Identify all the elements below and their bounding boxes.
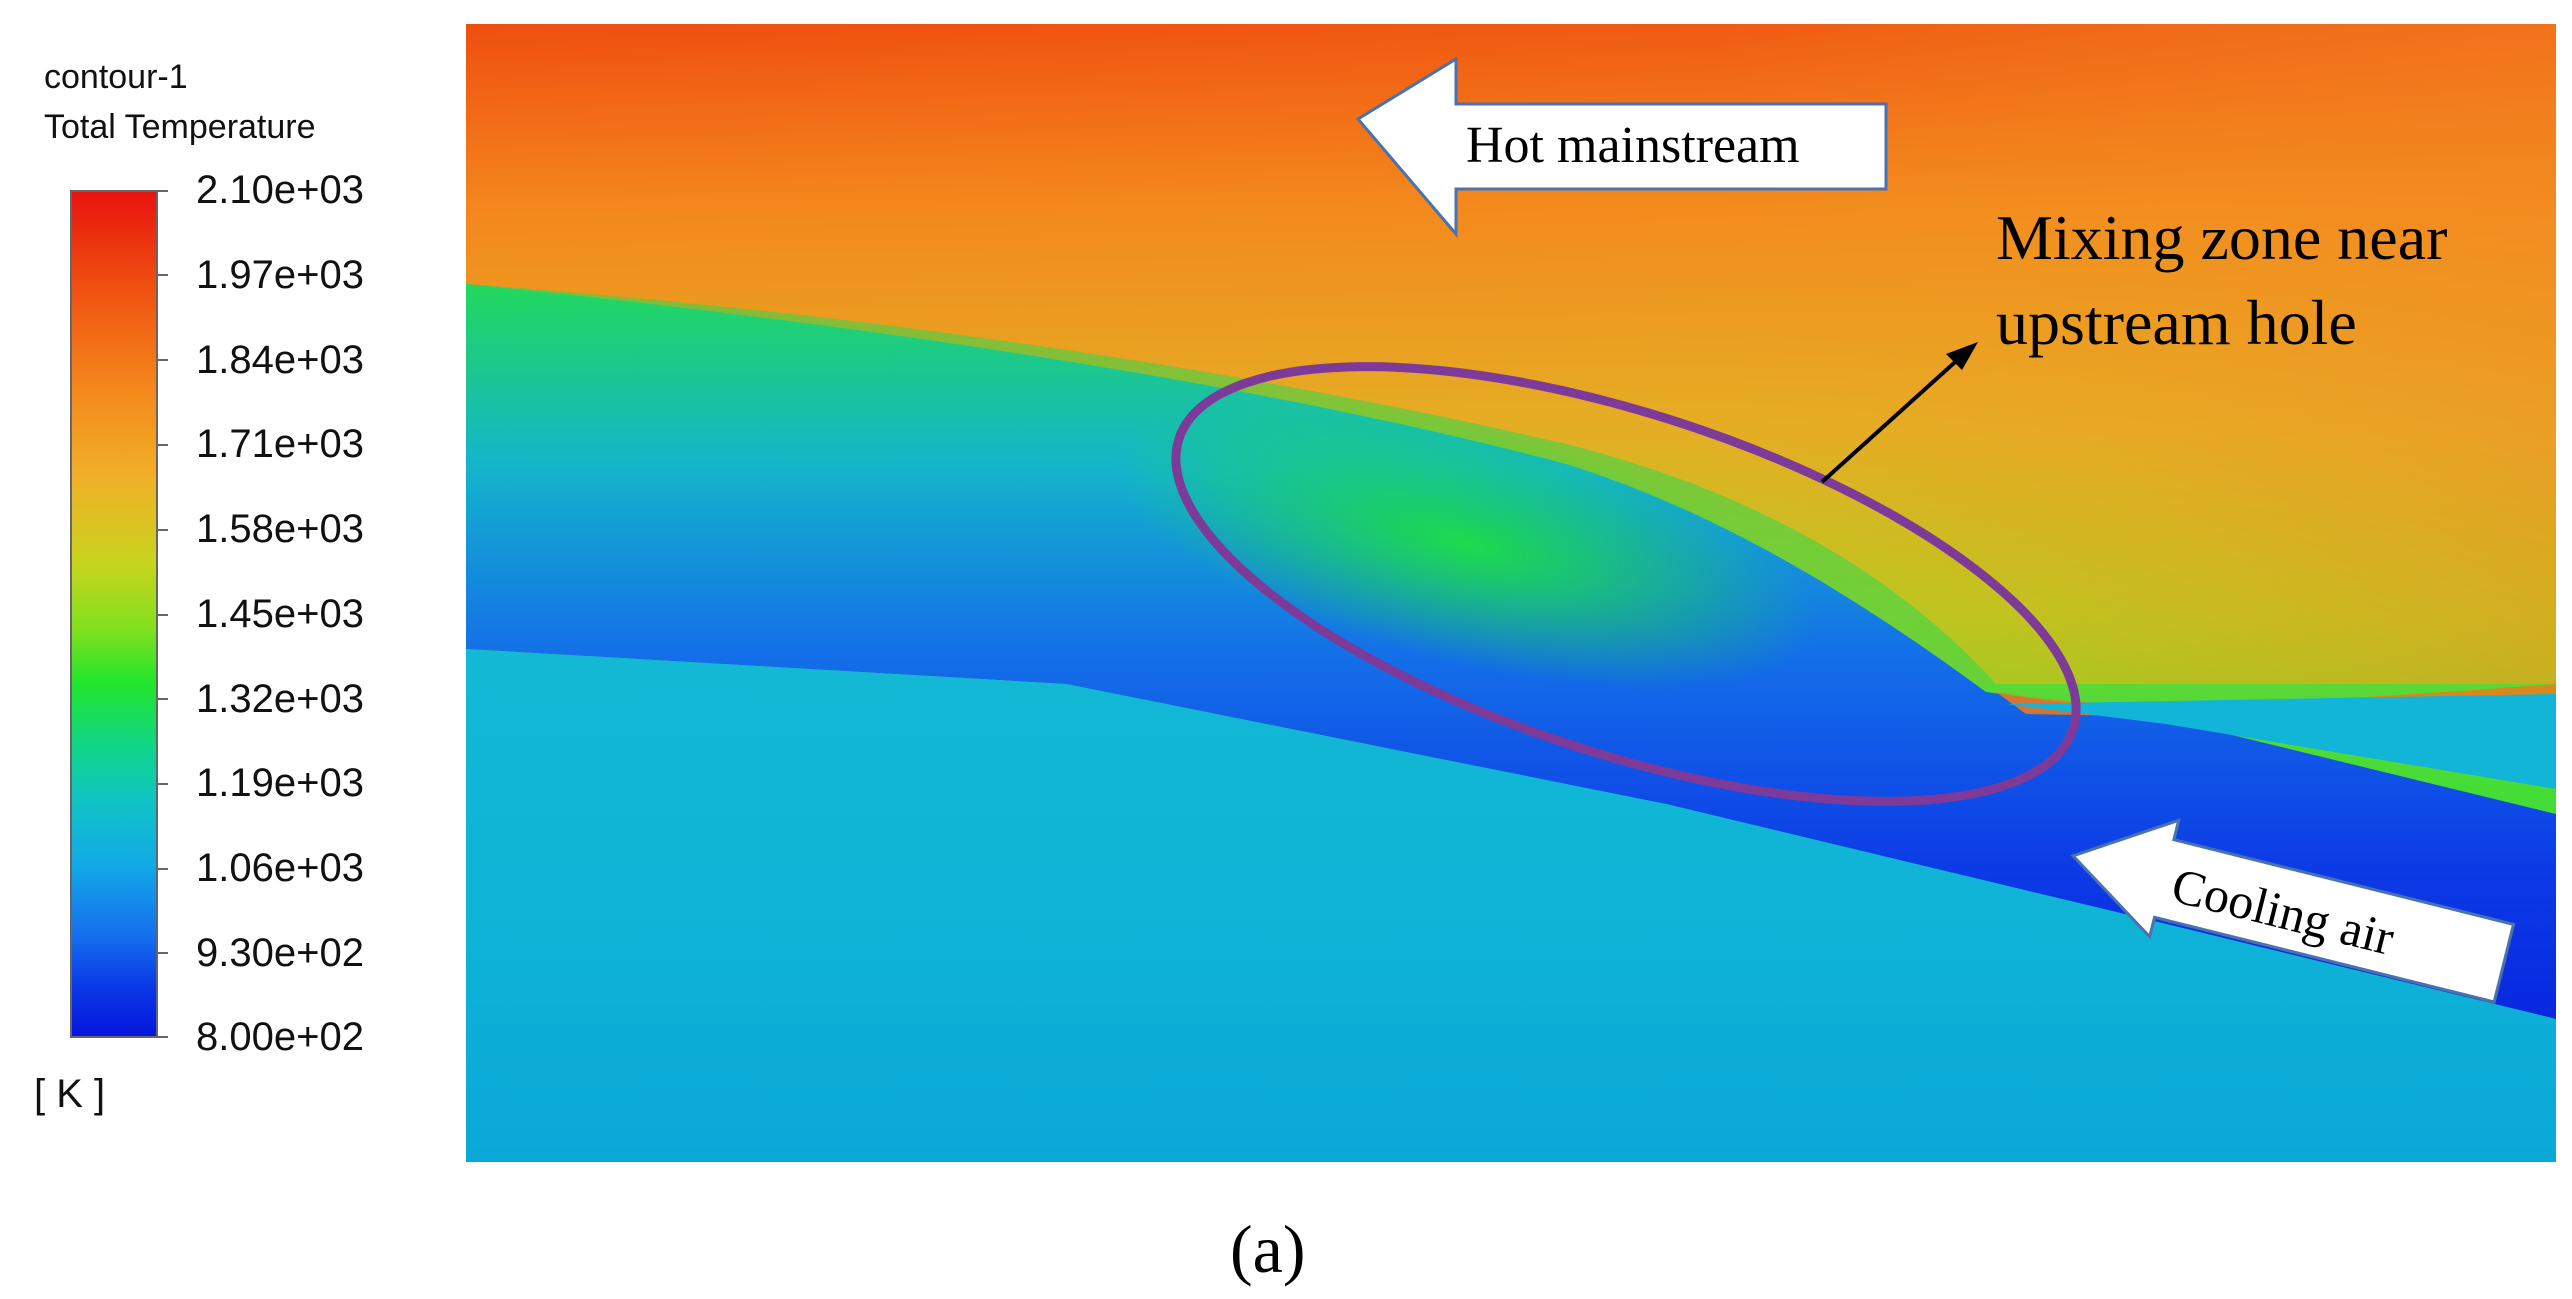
colorbar-tick-label: 1.06e+03 <box>196 846 364 890</box>
colorbar-tick-label: 1.32e+03 <box>196 677 364 721</box>
colorbar-tick <box>158 614 168 616</box>
mixing-zone-arrowhead <box>1946 342 1978 370</box>
colorbar-tick-label: 1.71e+03 <box>196 422 364 466</box>
colorbar-tick <box>158 190 168 192</box>
colorbar-tick-label: 1.84e+03 <box>196 338 364 382</box>
colorbar-tick-label: 9.30e+02 <box>196 931 364 975</box>
legend-units: [ K ] <box>34 1072 106 1116</box>
colorbar-tick <box>158 1036 168 1038</box>
colorbar-tick-label: 1.45e+03 <box>196 592 364 636</box>
colorbar-tick <box>158 698 168 700</box>
colorbar-tick-label: 1.19e+03 <box>196 761 364 805</box>
colorbar-tick-label: 8.00e+02 <box>196 1015 364 1059</box>
figure-caption: (a) <box>1230 1211 1306 1287</box>
cooling-air-arrow: Cooling air <box>2070 818 2516 1004</box>
mixing-zone-label-line2: upstream hole <box>1996 287 2357 358</box>
colorbar-tick-label: 1.58e+03 <box>196 507 364 551</box>
mixing-zone-pointer-line <box>1820 352 1966 484</box>
colorbar-tick <box>158 359 168 361</box>
legend-variable-name: Total Temperature <box>44 108 316 146</box>
colorbar-tick <box>158 529 168 531</box>
solid-region <box>466 649 2556 1162</box>
colorbar-tick <box>158 274 168 276</box>
color-bar <box>70 190 158 1038</box>
colorbar-tick <box>158 868 168 870</box>
colorbar-tick <box>158 952 168 954</box>
contour-plot: Hot mainstream Cooling air Mixing zone n… <box>466 24 2556 1162</box>
colorbar-tick <box>158 444 168 446</box>
legend-title: contour-1 <box>44 58 188 96</box>
mixing-zone-label-line1: Mixing zone near <box>1996 202 2447 273</box>
colorbar-tick-label: 2.10e+03 <box>196 168 364 212</box>
colorbar-tick-label: 1.97e+03 <box>196 253 364 297</box>
hot-mainstream-label: Hot mainstream <box>1466 117 1800 174</box>
mixing-zone-ellipse <box>1171 362 2081 806</box>
hot-mainstream-arrow: Hot mainstream <box>1355 56 1888 239</box>
colorbar-tick <box>158 783 168 785</box>
